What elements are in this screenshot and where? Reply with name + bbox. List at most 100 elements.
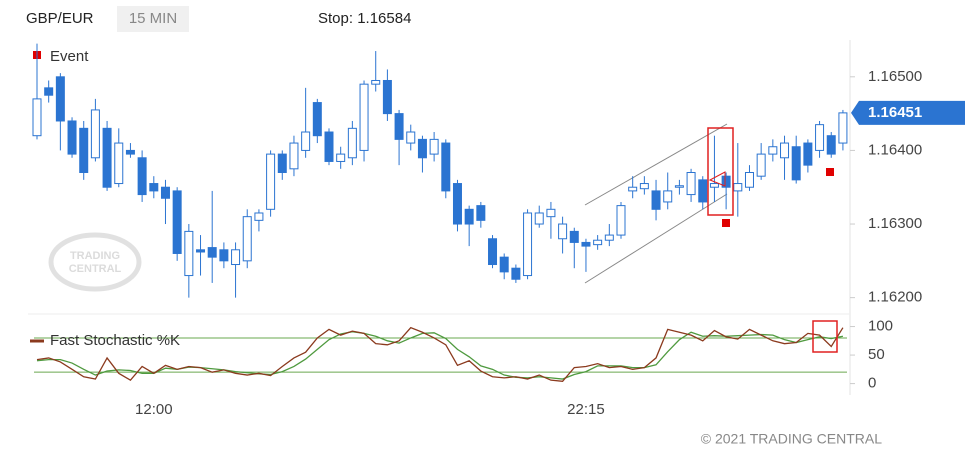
candle-body (452, 183, 462, 225)
candle-body (815, 124, 825, 151)
candle-body (546, 208, 556, 218)
candle-body (32, 98, 42, 137)
candle-body (172, 190, 182, 254)
interval: 15 MIN (129, 10, 177, 27)
candle-body (499, 256, 509, 273)
candle-body (558, 223, 568, 240)
candle-body (639, 183, 649, 190)
highlight-arrow (708, 171, 726, 187)
y-tick-label: 1.16400 (868, 141, 922, 158)
candle-body (616, 205, 626, 236)
copyright: © 2021 TRADING CENTRAL (701, 431, 882, 447)
candle-body (698, 179, 708, 203)
candle-body (733, 183, 743, 192)
y-tick-label: 0 (868, 375, 876, 392)
candle-body (394, 113, 404, 140)
y-tick-label: 1.16300 (868, 215, 922, 232)
last-price-label: 1.16451 (868, 104, 922, 121)
candle-body (826, 135, 836, 155)
candle-body (219, 249, 229, 262)
candle-body (242, 216, 252, 262)
channel-line (584, 123, 728, 206)
y-tick-label: 1.16500 (868, 68, 922, 85)
candle-body (266, 153, 276, 210)
candle-body (791, 146, 801, 181)
stop-label: Stop: 1.16584 (318, 10, 411, 27)
event-marker (826, 168, 834, 176)
candle-body (464, 208, 474, 225)
candle-body (429, 138, 439, 155)
candle-body (254, 212, 264, 221)
candle-body (523, 212, 533, 277)
watermark-text: CENTRAL (69, 263, 122, 275)
highlight-box (707, 127, 734, 216)
candle-body (406, 131, 416, 144)
candle-body (709, 183, 719, 188)
candle-body (324, 131, 334, 162)
candle-body (593, 239, 603, 246)
candle-body (207, 247, 217, 258)
x-tick-label: 22:15 (567, 401, 605, 418)
candle-body (721, 175, 731, 188)
candle-body (371, 79, 381, 85)
candle-body (347, 127, 357, 159)
candle-body (160, 186, 170, 199)
candle-body (301, 131, 311, 151)
y-tick-label: 100 (868, 318, 893, 335)
candle-body (768, 146, 778, 155)
candle-body (511, 267, 521, 280)
candle-body (780, 142, 790, 159)
watermark-text: TRADING (70, 250, 120, 262)
candle-body (569, 230, 579, 243)
candle-body (628, 186, 638, 192)
x-tick-label: 12:00 (135, 401, 173, 418)
candle-body (581, 241, 591, 247)
candle-body (102, 127, 112, 188)
channel-line (584, 193, 728, 284)
candle-body (651, 190, 661, 210)
candle-body (686, 172, 696, 196)
watermark-ring (48, 232, 142, 292)
candle-body (756, 153, 766, 177)
candle-body (114, 142, 124, 185)
event-marker (722, 219, 730, 227)
candle-body (488, 238, 498, 266)
candle-body (336, 153, 346, 162)
candle-body (534, 212, 544, 225)
watermark: TRADING CENTRAL (48, 232, 142, 292)
candle-body (803, 142, 813, 166)
y-tick-label: 1.16200 (868, 289, 922, 306)
interval-box (117, 6, 189, 32)
candle-body (55, 76, 65, 122)
candle-body (312, 102, 322, 137)
candle-body (441, 142, 451, 192)
stochastic-line (36, 326, 844, 382)
candle-body (604, 234, 614, 241)
highlight-box (812, 320, 838, 353)
candle-body (90, 109, 100, 159)
last-price-tag (851, 100, 965, 125)
legend-label: Fast Stochastic %K (50, 332, 180, 349)
candle-body (359, 83, 369, 151)
candle-body (277, 153, 287, 174)
symbol: GBP/EUR (26, 10, 94, 27)
candle-body (289, 142, 299, 170)
y-tick-label: 50 (868, 346, 885, 363)
candle-body (838, 112, 848, 144)
candle-body (231, 249, 241, 266)
candle-body (476, 205, 486, 221)
event-label: Event (50, 48, 89, 65)
candle-body (417, 138, 427, 159)
candle-body (44, 87, 54, 96)
candle-body (149, 183, 159, 192)
candle-body (125, 149, 135, 155)
candle-body (744, 172, 754, 188)
candle-body (382, 79, 392, 115)
candle-body (79, 127, 89, 173)
candle-body (137, 157, 147, 196)
candle-body (184, 230, 194, 277)
candle-body (663, 190, 673, 203)
candle-body (196, 249, 206, 253)
candle-body (67, 120, 77, 155)
